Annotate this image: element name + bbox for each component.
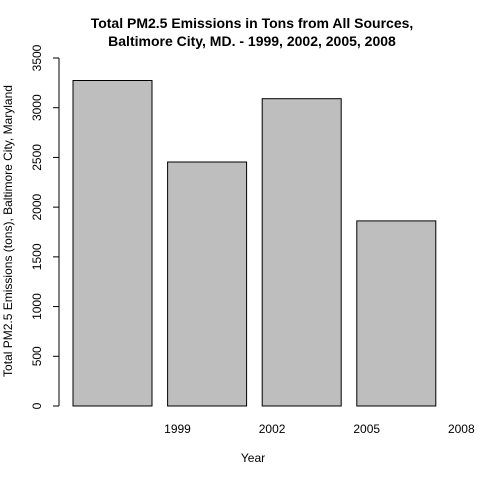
- y-tick-label-3500: 3500: [30, 44, 44, 71]
- y-tick-label-1000: 1000: [30, 293, 44, 320]
- x-axis-labels: 1999 2002 2005 2008: [164, 422, 475, 436]
- x-tick-label-1999: 1999: [164, 422, 191, 436]
- x-tick-label-2005: 2005: [353, 422, 380, 436]
- x-tick-label-2008: 2008: [448, 422, 475, 436]
- bar-2008: [356, 220, 437, 407]
- y-tick-label-500: 500: [30, 346, 44, 366]
- y-tick-label-1500: 1500: [30, 243, 44, 270]
- y-tick-label-3000: 3000: [30, 94, 44, 121]
- y-tick-label-2500: 2500: [30, 144, 44, 171]
- bar-1999: [72, 80, 153, 407]
- y-tick-label-0: 0: [30, 402, 44, 409]
- bars-layer: [72, 80, 437, 407]
- bar-2005: [261, 98, 342, 407]
- y-axis-label: Total PM2.5 Emissions (tons), Baltimore …: [1, 85, 15, 377]
- bar-2002: [167, 161, 248, 407]
- chart-title-line-1: Total PM2.5 Emissions in Tons from All S…: [91, 15, 414, 31]
- x-axis-label: Year: [241, 451, 265, 465]
- x-tick-label-2002: 2002: [259, 422, 286, 436]
- y-axis: 0 500 1000 1500 2000 2500 3000 3500: [30, 44, 60, 409]
- chart-title-line-2: Baltimore City, MD. - 1999, 2002, 2005, …: [108, 33, 396, 49]
- y-tick-label-2000: 2000: [30, 193, 44, 220]
